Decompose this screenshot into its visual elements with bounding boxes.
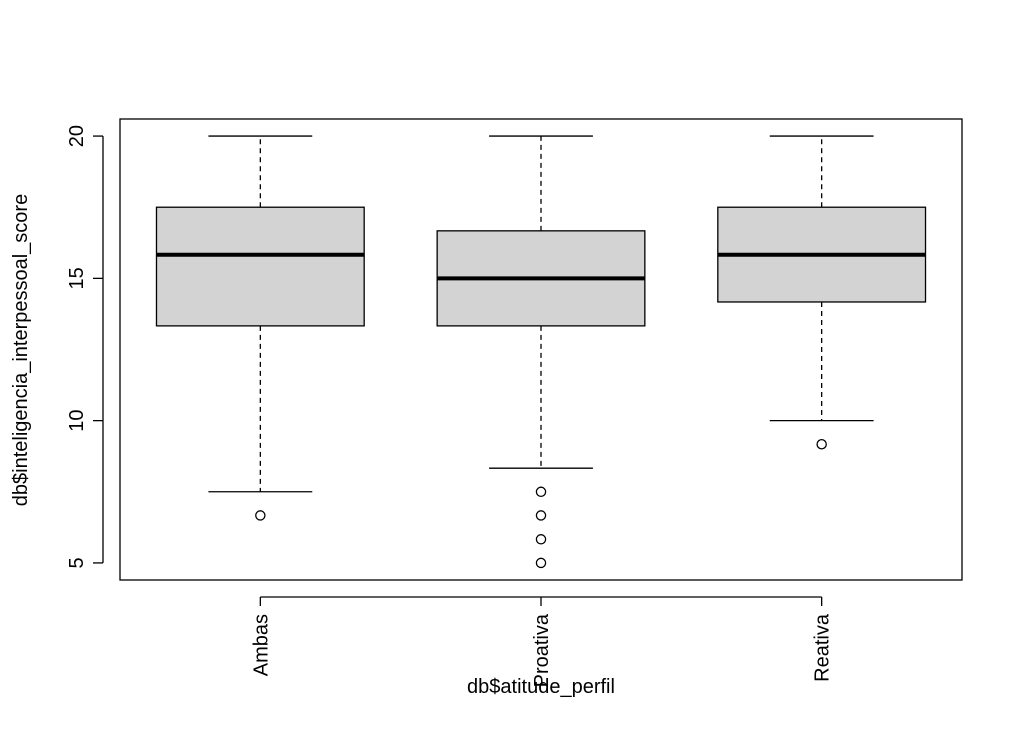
- y-axis-title: db$inteligencia_interpessoal_score: [10, 194, 32, 506]
- plot-frame: [119, 118, 963, 581]
- outlier-point: [255, 510, 266, 521]
- x-axis-title: db$atitude_perfil: [467, 676, 615, 698]
- outlier-point: [535, 557, 547, 569]
- boxes-layer: [155, 135, 927, 569]
- box-group: [436, 135, 646, 569]
- x-axis: Ambas Proativa Reativa: [250, 596, 834, 687]
- y-tick-label: 10: [66, 410, 88, 432]
- outlier-point: [535, 534, 547, 545]
- x-tick-label: Ambas: [250, 614, 272, 676]
- y-tick-label: 15: [66, 267, 88, 289]
- outlier-point: [535, 486, 547, 498]
- outlier-point: [535, 510, 547, 521]
- box-group: [717, 135, 927, 450]
- box-group: [155, 135, 365, 521]
- y-axis: 5 10 15 20: [66, 125, 104, 568]
- outlier-point: [816, 439, 827, 450]
- y-tick-label: 5: [66, 557, 88, 568]
- x-tick-label: Reativa: [812, 613, 834, 682]
- box-iqr: [155, 206, 365, 327]
- y-tick-label: 20: [66, 125, 88, 147]
- x-tick-label: Proativa: [531, 613, 553, 687]
